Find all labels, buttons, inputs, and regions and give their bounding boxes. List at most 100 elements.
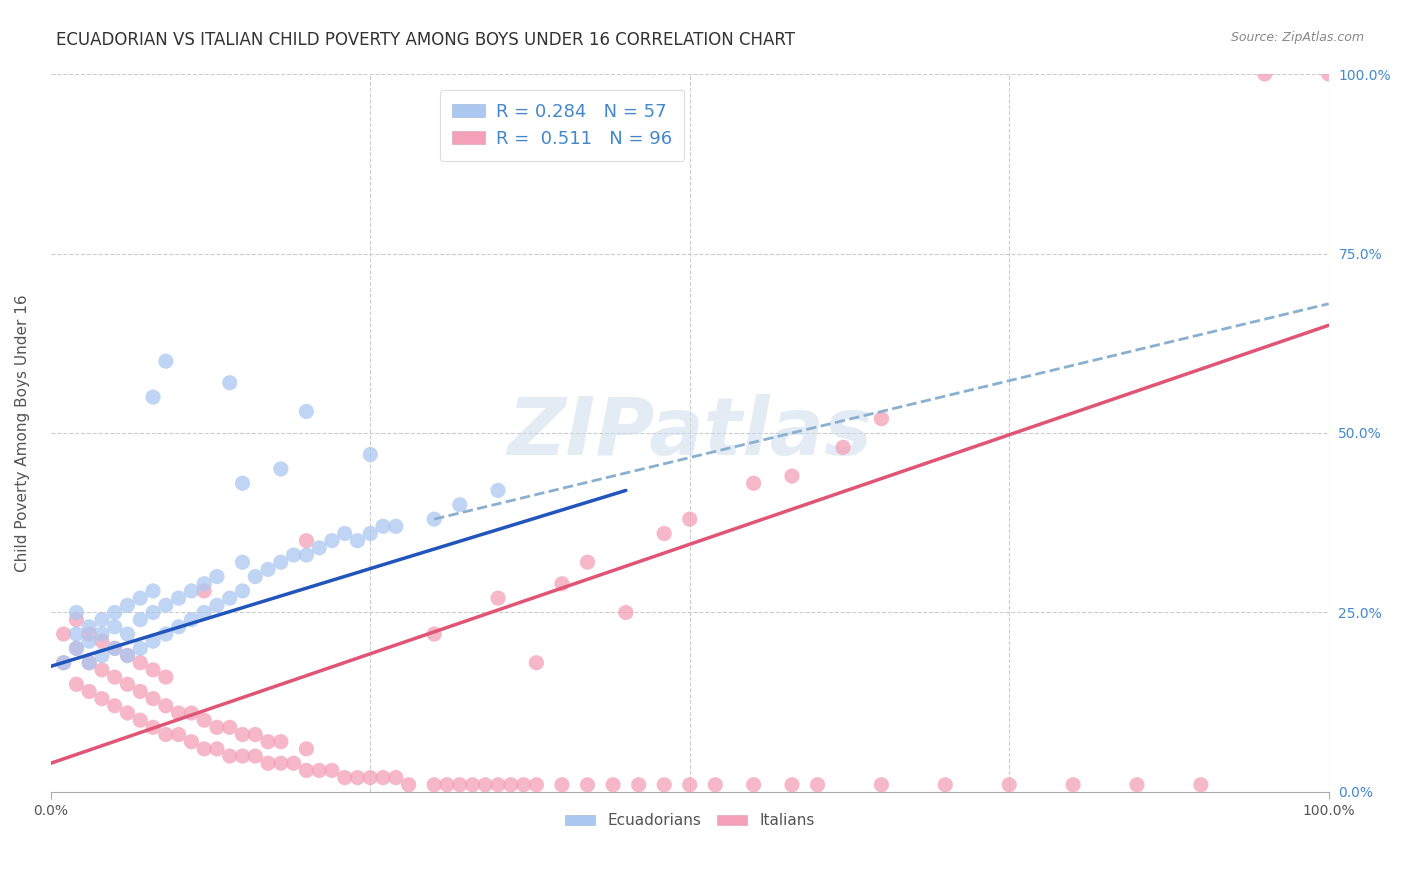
- Point: [295, 742, 318, 756]
- Point: [193, 713, 215, 727]
- Point: [449, 778, 471, 792]
- Point: [679, 778, 702, 792]
- Point: [257, 735, 280, 749]
- Point: [117, 706, 139, 720]
- Point: [245, 749, 267, 764]
- Point: [142, 663, 165, 677]
- Point: [167, 591, 190, 606]
- Point: [474, 778, 496, 792]
- Point: [193, 583, 215, 598]
- Point: [218, 591, 240, 606]
- Point: [142, 634, 165, 648]
- Point: [1189, 778, 1212, 792]
- Point: [180, 583, 202, 598]
- Point: [870, 778, 893, 792]
- Point: [526, 778, 548, 792]
- Point: [142, 606, 165, 620]
- Point: [52, 656, 75, 670]
- Point: [142, 390, 165, 404]
- Point: [934, 778, 956, 792]
- Point: [245, 727, 267, 741]
- Point: [295, 533, 318, 548]
- Point: [65, 641, 87, 656]
- Point: [52, 627, 75, 641]
- Point: [1317, 67, 1340, 81]
- Point: [193, 606, 215, 620]
- Point: [77, 684, 100, 698]
- Point: [614, 606, 637, 620]
- Point: [270, 735, 292, 749]
- Point: [551, 778, 574, 792]
- Point: [371, 771, 394, 785]
- Point: [257, 756, 280, 771]
- Point: [704, 778, 727, 792]
- Point: [679, 512, 702, 526]
- Point: [231, 727, 253, 741]
- Text: ECUADORIAN VS ITALIAN CHILD POVERTY AMONG BOYS UNDER 16 CORRELATION CHART: ECUADORIAN VS ITALIAN CHILD POVERTY AMON…: [56, 31, 796, 49]
- Point: [117, 648, 139, 663]
- Point: [576, 778, 599, 792]
- Point: [806, 778, 828, 792]
- Point: [129, 684, 152, 698]
- Point: [346, 533, 368, 548]
- Point: [231, 555, 253, 569]
- Point: [486, 591, 509, 606]
- Point: [52, 656, 75, 670]
- Point: [385, 519, 408, 533]
- Point: [218, 749, 240, 764]
- Point: [91, 648, 114, 663]
- Point: [231, 476, 253, 491]
- Point: [270, 555, 292, 569]
- Point: [998, 778, 1021, 792]
- Point: [77, 627, 100, 641]
- Point: [77, 656, 100, 670]
- Point: [155, 354, 177, 368]
- Point: [551, 576, 574, 591]
- Point: [398, 778, 420, 792]
- Legend: Ecuadorians, Italians: Ecuadorians, Italians: [558, 807, 821, 835]
- Point: [780, 469, 803, 483]
- Point: [423, 778, 446, 792]
- Point: [359, 448, 381, 462]
- Point: [423, 627, 446, 641]
- Point: [270, 462, 292, 476]
- Point: [257, 562, 280, 576]
- Point: [371, 519, 394, 533]
- Point: [129, 591, 152, 606]
- Point: [627, 778, 650, 792]
- Point: [104, 606, 127, 620]
- Point: [832, 441, 855, 455]
- Point: [436, 778, 458, 792]
- Point: [512, 778, 534, 792]
- Point: [449, 498, 471, 512]
- Point: [218, 720, 240, 734]
- Point: [180, 613, 202, 627]
- Point: [486, 778, 509, 792]
- Point: [167, 620, 190, 634]
- Point: [91, 627, 114, 641]
- Point: [205, 599, 228, 613]
- Point: [308, 541, 330, 555]
- Point: [142, 720, 165, 734]
- Point: [321, 764, 343, 778]
- Point: [333, 526, 356, 541]
- Point: [193, 576, 215, 591]
- Point: [461, 778, 484, 792]
- Point: [231, 749, 253, 764]
- Point: [652, 526, 675, 541]
- Point: [1254, 67, 1277, 81]
- Point: [602, 778, 624, 792]
- Point: [526, 656, 548, 670]
- Point: [155, 727, 177, 741]
- Text: ZIPatlas: ZIPatlas: [508, 394, 872, 472]
- Point: [231, 583, 253, 598]
- Point: [486, 483, 509, 498]
- Point: [295, 404, 318, 418]
- Point: [167, 727, 190, 741]
- Point: [742, 778, 765, 792]
- Point: [780, 778, 803, 792]
- Point: [155, 698, 177, 713]
- Point: [65, 641, 87, 656]
- Y-axis label: Child Poverty Among Boys Under 16: Child Poverty Among Boys Under 16: [15, 294, 30, 572]
- Text: Source: ZipAtlas.com: Source: ZipAtlas.com: [1230, 31, 1364, 45]
